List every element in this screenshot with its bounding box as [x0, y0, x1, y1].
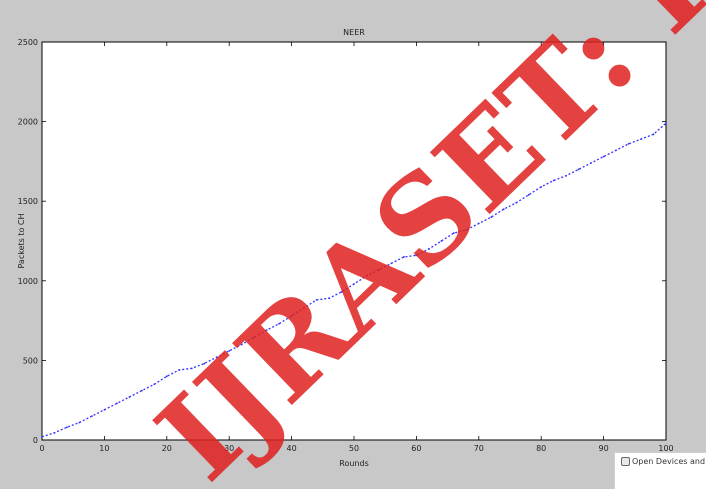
data-point — [165, 375, 168, 378]
data-point — [140, 389, 143, 392]
data-point — [665, 122, 667, 125]
data-point — [153, 383, 156, 386]
data-point — [552, 179, 555, 182]
x-tick-label: 30 — [224, 444, 234, 453]
data-point — [128, 396, 131, 398]
x-axis-label: Rounds — [339, 459, 368, 468]
data-point — [340, 291, 343, 293]
data-series — [41, 122, 667, 438]
x-axis-ticks: 0 10 20 30 40 50 60 70 80 90 100 — [39, 42, 674, 453]
data-point — [640, 138, 642, 141]
data-point — [228, 349, 231, 352]
data-point — [515, 201, 518, 204]
x-tick-label: 100 — [658, 444, 673, 453]
y-tick-label: 1500 — [18, 197, 38, 206]
data-point — [265, 329, 268, 332]
taskbar-tooltip-label: Open Devices and Prin — [632, 457, 706, 466]
data-point — [652, 133, 655, 136]
y-tick-label: 1000 — [18, 277, 38, 286]
data-point — [315, 299, 318, 301]
data-point — [440, 240, 443, 242]
y-tick-label: 2000 — [18, 118, 38, 127]
data-point — [502, 208, 505, 211]
x-tick-label: 70 — [474, 444, 484, 453]
data-point — [278, 322, 281, 325]
data-point — [378, 268, 380, 271]
y-axis-label: Packets to CH — [17, 213, 26, 268]
data-point — [615, 149, 617, 152]
data-point — [303, 306, 305, 309]
data-point — [353, 283, 355, 285]
x-tick-label: 90 — [599, 444, 609, 453]
data-point — [53, 431, 56, 434]
data-point — [190, 367, 193, 370]
y-axis-ticks: 0 500 1000 1500 2000 2500 — [18, 38, 666, 445]
x-tick-label: 50 — [349, 444, 359, 453]
data-point — [66, 426, 68, 429]
data-point — [203, 362, 206, 365]
data-point — [465, 228, 468, 231]
data-point — [78, 421, 81, 424]
y-tick-label: 0 — [33, 436, 38, 445]
data-point — [577, 168, 580, 171]
data-point — [365, 275, 368, 277]
plot-area — [41, 41, 667, 441]
data-point — [240, 343, 243, 346]
data-point — [41, 435, 43, 438]
x-tick-label: 10 — [99, 444, 109, 453]
x-tick-label: 0 — [39, 444, 44, 453]
x-tick-label: 80 — [536, 444, 546, 453]
data-point — [290, 314, 293, 317]
data-point — [403, 256, 405, 258]
data-point — [540, 185, 543, 188]
data-point — [115, 402, 118, 405]
data-point — [103, 408, 106, 411]
data-point — [328, 297, 330, 300]
data-point — [415, 254, 418, 257]
x-tick-label: 40 — [287, 444, 297, 453]
data-point — [527, 193, 530, 196]
data-point — [91, 415, 93, 418]
data-point — [490, 216, 493, 219]
taskbar-tooltip[interactable]: Open Devices and Prin — [614, 452, 706, 489]
devices-printers-icon — [621, 457, 630, 466]
data-point — [427, 248, 430, 250]
data-point — [477, 222, 480, 225]
data-point — [627, 142, 630, 145]
y-tick-label: 500 — [23, 356, 38, 365]
data-point — [390, 262, 393, 265]
data-point — [215, 356, 218, 359]
data-point — [253, 336, 256, 339]
x-tick-label: 20 — [162, 444, 172, 453]
data-point — [452, 232, 455, 234]
chart-title: NEER — [343, 28, 365, 37]
x-tick-label: 60 — [411, 444, 421, 453]
data-point — [178, 369, 181, 371]
data-point — [590, 162, 593, 164]
data-point — [565, 174, 568, 177]
data-point — [602, 155, 605, 158]
y-tick-label: 2500 — [18, 38, 38, 47]
